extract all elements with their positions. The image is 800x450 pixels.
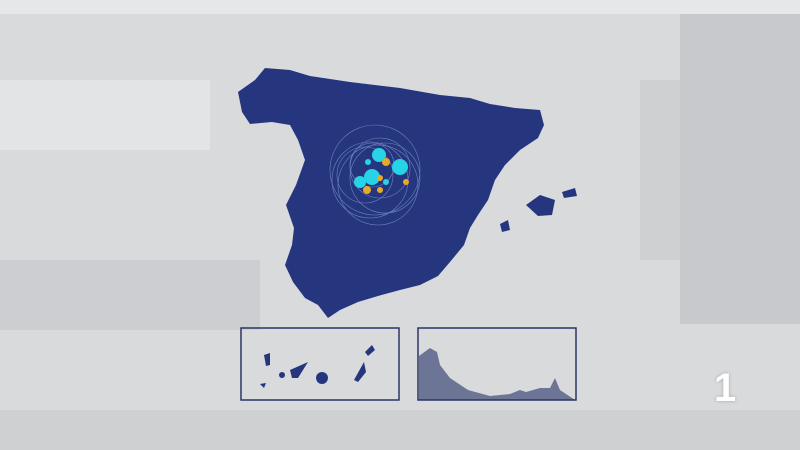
earthquake-marker xyxy=(382,158,390,166)
background-band xyxy=(0,0,800,14)
earthquake-marker xyxy=(354,176,366,188)
background-band xyxy=(680,14,800,324)
earthquake-markers xyxy=(354,148,409,194)
balearic-islands xyxy=(500,188,577,232)
earthquake-marker xyxy=(392,159,408,175)
background-band xyxy=(0,80,210,150)
earthquake-marker xyxy=(364,169,380,185)
seismic-rings xyxy=(329,124,421,226)
seismic-ring xyxy=(329,124,421,216)
channel-logo: 1 xyxy=(714,366,737,410)
north-africa-inset xyxy=(417,327,577,401)
earthquake-marker xyxy=(372,148,386,162)
earthquake-marker xyxy=(365,159,371,165)
canary-islands-inset xyxy=(240,327,400,401)
spain-mainland xyxy=(238,68,544,318)
seismic-ring xyxy=(349,142,421,214)
earthquake-marker xyxy=(363,186,371,194)
earthquake-marker xyxy=(403,179,409,185)
background-band xyxy=(640,80,680,260)
earthquake-marker xyxy=(377,187,383,193)
earthquake-marker xyxy=(377,175,383,181)
background-band xyxy=(0,410,800,450)
background-band xyxy=(0,260,260,330)
seismic-ring xyxy=(337,144,419,226)
earthquake-marker xyxy=(383,179,389,185)
